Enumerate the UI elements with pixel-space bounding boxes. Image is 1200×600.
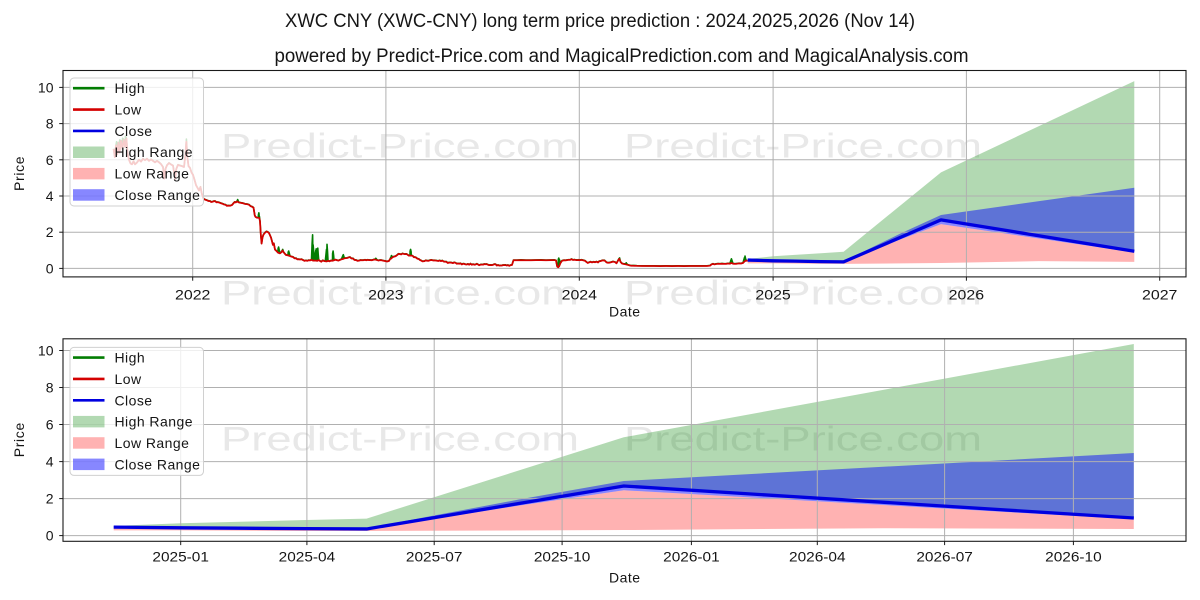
- svg-text:Low Range: Low Range: [115, 435, 190, 451]
- svg-text:2026-07: 2026-07: [916, 549, 973, 565]
- svg-text:4: 4: [46, 454, 54, 470]
- svg-text:2026-01: 2026-01: [663, 549, 720, 565]
- svg-text:powered by Predict-Price.com a: powered by Predict-Price.com and Magical…: [275, 46, 969, 67]
- svg-text:10: 10: [38, 343, 54, 359]
- svg-text:2022: 2022: [175, 287, 211, 303]
- svg-text:Low Range: Low Range: [115, 166, 190, 182]
- svg-text:Date: Date: [609, 570, 640, 586]
- svg-text:2025-04: 2025-04: [279, 549, 336, 565]
- svg-text:Close Range: Close Range: [115, 187, 201, 203]
- svg-text:Close: Close: [115, 392, 153, 408]
- svg-text:2026-10: 2026-10: [1045, 549, 1102, 565]
- svg-text:2025-01: 2025-01: [152, 549, 209, 565]
- svg-text:0: 0: [46, 528, 54, 544]
- svg-text:6: 6: [46, 152, 54, 168]
- svg-text:High Range: High Range: [115, 414, 193, 430]
- svg-text:Date: Date: [609, 304, 640, 320]
- svg-text:High Range: High Range: [115, 144, 193, 160]
- svg-text:High: High: [115, 80, 146, 96]
- svg-text:Price: Price: [11, 156, 27, 191]
- svg-text:2027: 2027: [1142, 287, 1178, 303]
- svg-text:Predict-Price.com: Predict-Price.com: [221, 275, 579, 313]
- svg-text:4: 4: [46, 188, 54, 204]
- svg-text:2023: 2023: [368, 287, 404, 303]
- svg-text:10: 10: [38, 79, 54, 95]
- svg-text:8: 8: [46, 380, 54, 396]
- svg-text:2026-04: 2026-04: [789, 549, 846, 565]
- svg-text:2025-07: 2025-07: [406, 549, 463, 565]
- svg-text:2025: 2025: [755, 287, 791, 303]
- svg-text:Predict-Price.com: Predict-Price.com: [624, 128, 982, 166]
- svg-text:Predict-Price.com: Predict-Price.com: [221, 421, 579, 459]
- svg-text:High: High: [115, 350, 146, 366]
- svg-text:Price: Price: [11, 423, 27, 458]
- svg-text:8: 8: [46, 116, 54, 132]
- svg-text:Predict-Price.com: Predict-Price.com: [624, 275, 982, 313]
- svg-text:Low: Low: [115, 371, 142, 387]
- svg-text:2026: 2026: [949, 287, 985, 303]
- svg-text:Close: Close: [115, 123, 153, 139]
- svg-text:2: 2: [46, 491, 54, 507]
- svg-text:0: 0: [46, 260, 54, 276]
- svg-text:XWC CNY (XWC-CNY) long term pr: XWC CNY (XWC-CNY) long term price predic…: [285, 11, 915, 32]
- svg-text:Predict-Price.com: Predict-Price.com: [221, 128, 579, 166]
- svg-text:2025-10: 2025-10: [534, 549, 591, 565]
- svg-text:2024: 2024: [562, 287, 598, 303]
- svg-text:Low: Low: [115, 102, 142, 118]
- svg-text:Predict-Price.com: Predict-Price.com: [624, 421, 982, 459]
- svg-text:6: 6: [46, 417, 54, 433]
- svg-text:2: 2: [46, 224, 54, 240]
- svg-text:Close Range: Close Range: [115, 456, 201, 472]
